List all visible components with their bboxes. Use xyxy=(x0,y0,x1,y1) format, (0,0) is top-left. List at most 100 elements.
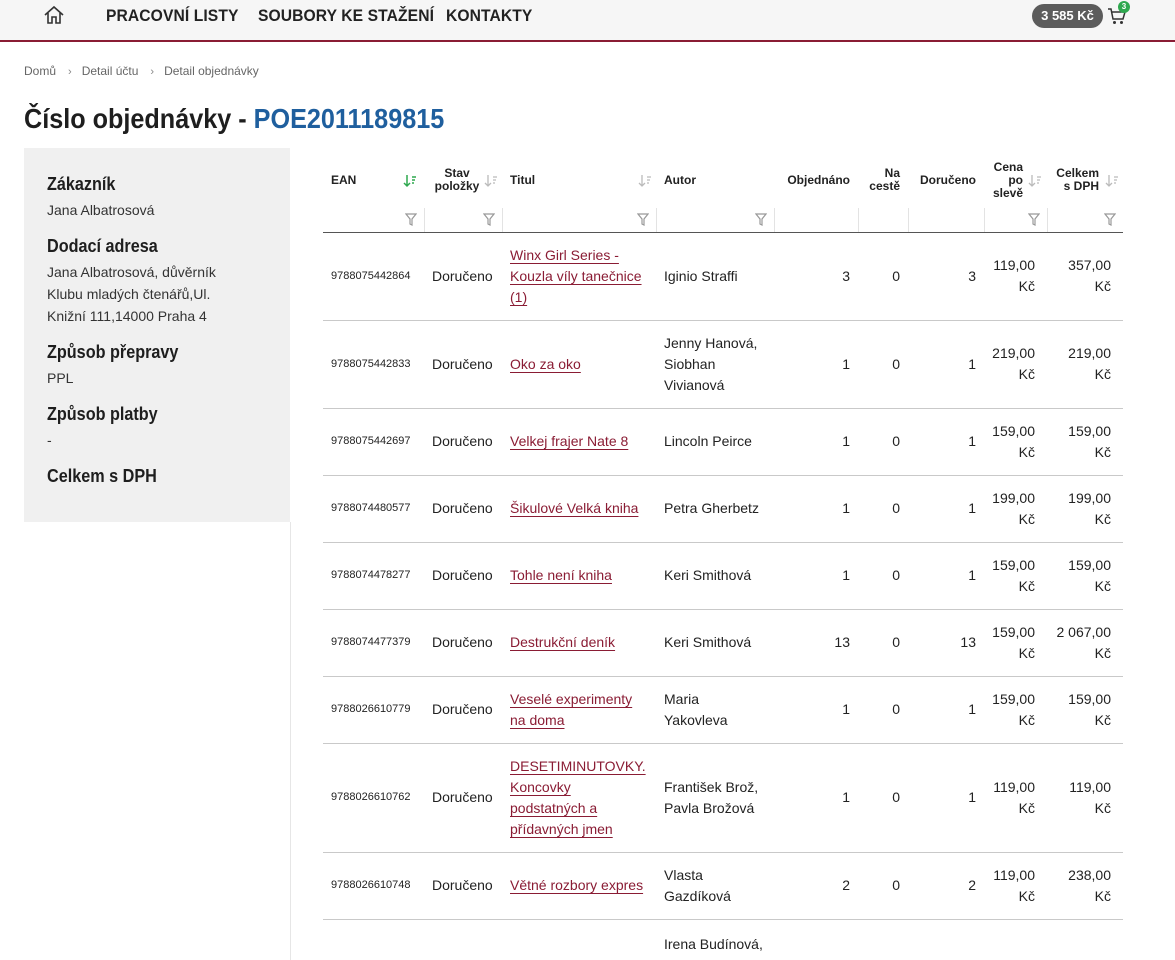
total-line: 159,00 xyxy=(1068,556,1111,573)
filter-funnel-icon[interactable] xyxy=(1104,213,1116,226)
header-status[interactable]: Stav položky xyxy=(424,152,502,208)
cell-title: Oko za oko xyxy=(502,320,656,409)
author-line: Vivianová xyxy=(664,376,725,393)
book-title-line[interactable]: Větné rozbory expres xyxy=(510,877,644,893)
book-title-line[interactable]: Destrukční deník xyxy=(510,634,616,650)
filter-cell-status xyxy=(424,208,503,233)
book-title-line[interactable]: podstatných a xyxy=(510,799,598,816)
total-line: Kč xyxy=(1094,443,1111,460)
cell-ean: 9788074478277 xyxy=(323,542,424,610)
cell-status: Doručeno xyxy=(424,320,502,409)
nav-pracovni-listy[interactable]: PRACOVNÍ LISTY xyxy=(106,6,239,25)
price-line: Kč xyxy=(1018,366,1035,382)
sort-icon[interactable] xyxy=(638,174,652,188)
cell-delivered: 1 xyxy=(908,542,984,610)
cell-total: 2 067,00 Kč xyxy=(1047,609,1123,677)
cell-title: Větné rozbory expres xyxy=(502,852,656,920)
cell-ean: 9788075442833 xyxy=(323,320,424,409)
cell-title xyxy=(502,919,656,960)
filter-funnel-icon[interactable] xyxy=(482,213,495,226)
cell-in-transit xyxy=(858,919,908,960)
book-title-line[interactable]: DESETIMINUTOVKY. xyxy=(510,757,646,774)
cell-ordered: 13 xyxy=(774,609,858,677)
cell-ean: 9788026610762 xyxy=(323,743,424,853)
book-title-line[interactable]: na doma xyxy=(510,711,565,728)
book-title-line[interactable]: Velkej frajer Nate 8 xyxy=(510,433,629,449)
header-price[interactable]: Cena po slevě xyxy=(984,152,1047,208)
cell-ordered: 1 xyxy=(774,542,858,610)
payment-value: - xyxy=(47,432,52,448)
book-title-line[interactable]: Koncovky xyxy=(510,778,571,795)
header-total[interactable]: Celkem s DPH xyxy=(1047,152,1123,208)
total-line: Kč xyxy=(1094,510,1111,527)
sort-active-icon[interactable] xyxy=(403,174,417,188)
filter-funnel-icon[interactable] xyxy=(404,213,417,226)
header-title[interactable]: Titul xyxy=(502,152,656,208)
book-title-link[interactable]: Veselé experimenty na doma xyxy=(510,689,648,731)
cell-total: 238,00 Kč xyxy=(1047,852,1123,920)
customer-value: Jana Albatrosová xyxy=(47,202,155,218)
book-title-line[interactable]: Veselé experimenty xyxy=(510,690,633,707)
book-title-link[interactable]: Velkej frajer Nate 8 xyxy=(510,431,648,452)
book-title-line[interactable]: Winx Girl Series - xyxy=(510,246,619,263)
book-title-link[interactable]: Oko za oko xyxy=(510,354,648,375)
book-title-link[interactable]: Šikulové Velká kniha xyxy=(510,498,648,519)
table-row: 9788075442833 Doručeno Oko za oko Jenny Han… xyxy=(323,320,1123,409)
author-line: Vlasta xyxy=(664,866,703,883)
price-line: 199,00 xyxy=(992,489,1035,506)
home-icon[interactable] xyxy=(43,5,65,25)
book-title-link[interactable]: Destrukční deník xyxy=(510,632,648,653)
cell-price: 159,00 Kč xyxy=(984,609,1047,677)
table-header-row: EAN Stav položky Titul xyxy=(323,152,1123,208)
author-line: Keri Smithová xyxy=(664,634,752,650)
book-title-line[interactable]: Tohle není kniha xyxy=(510,567,612,583)
nav-soubory-ke-stazeni[interactable]: SOUBORY KE STAŽENÍ xyxy=(258,6,435,25)
header-ean[interactable]: EAN xyxy=(323,152,424,208)
author-line: Pavla Brožová xyxy=(664,799,755,816)
cell-price: 119,00 Kč xyxy=(984,743,1047,853)
cell-status: Doručeno xyxy=(424,852,502,920)
book-title-line[interactable]: přídavných jmen xyxy=(510,820,613,837)
table-row: 9788075442697 Doručeno Velkej frajer Nate … xyxy=(323,408,1123,476)
header-delivered: Doručeno xyxy=(919,172,976,187)
sort-icon[interactable] xyxy=(1028,174,1042,188)
cell-ean: 9788075442864 xyxy=(323,232,424,321)
book-title-line[interactable]: Šikulové Velká kniha xyxy=(510,500,639,516)
filter-funnel-icon[interactable] xyxy=(754,213,767,226)
cell-total: 357,00 Kč xyxy=(1047,232,1123,321)
filter-funnel-icon[interactable] xyxy=(1027,213,1040,226)
table-row: 9788074477379 Doručeno Destrukční deník Ker… xyxy=(323,609,1123,677)
total-line: Kč xyxy=(1094,799,1111,816)
sort-icon[interactable] xyxy=(484,174,498,188)
author-line: Irena Budínová, xyxy=(664,935,763,952)
page-title-prefix: Číslo objednávky - xyxy=(24,103,247,134)
cell-delivered: 1 xyxy=(908,743,984,853)
table-row: 9788026610748 Doručeno Větné rozbory expre… xyxy=(323,852,1123,920)
nav-kontakty[interactable]: KONTAKTY xyxy=(446,6,533,25)
book-title-line[interactable]: (1) xyxy=(510,288,528,305)
cell-title: DESETIMINUTOVKY. Koncovky podstatných a pří… xyxy=(502,743,656,853)
cell-ordered: 3 xyxy=(774,232,858,321)
cell-ordered: 1 xyxy=(774,320,858,409)
cell-author: Petra Gherbetz xyxy=(656,475,774,543)
order-number: POE2011189815 xyxy=(253,103,445,134)
cell-delivered: 2 xyxy=(908,852,984,920)
filter-cell-ordered xyxy=(774,208,859,233)
breadcrumb-account-detail[interactable]: Detail účtu xyxy=(81,64,139,78)
sort-icon[interactable] xyxy=(1105,174,1119,188)
cart-total-pill[interactable]: 3 585 Kč xyxy=(1032,4,1103,28)
book-title-link[interactable]: Tohle není kniha xyxy=(510,565,648,586)
filter-funnel-icon[interactable] xyxy=(636,213,649,226)
book-title-link[interactable]: DESETIMINUTOVKY. Koncovky podstatných a pří… xyxy=(510,756,648,840)
cell-ordered: 1 xyxy=(774,676,858,744)
price-line: Kč xyxy=(1018,510,1035,527)
breadcrumb-home[interactable]: Domů xyxy=(24,64,57,78)
book-title-line[interactable]: Kouzla víly tanečnice xyxy=(510,267,642,284)
cell-title: Veselé experimenty na doma xyxy=(502,676,656,744)
cell-author: Iginio Straffi xyxy=(656,232,774,321)
cell-in-transit: 0 xyxy=(858,232,908,321)
book-title-link[interactable]: Větné rozbory expres xyxy=(510,875,648,896)
book-title-link[interactable]: Winx Girl Series - Kouzla víly tanečnice (… xyxy=(510,245,648,308)
book-title-line[interactable]: Oko za oko xyxy=(510,355,581,372)
header-ordered: Objednáno xyxy=(787,172,850,187)
